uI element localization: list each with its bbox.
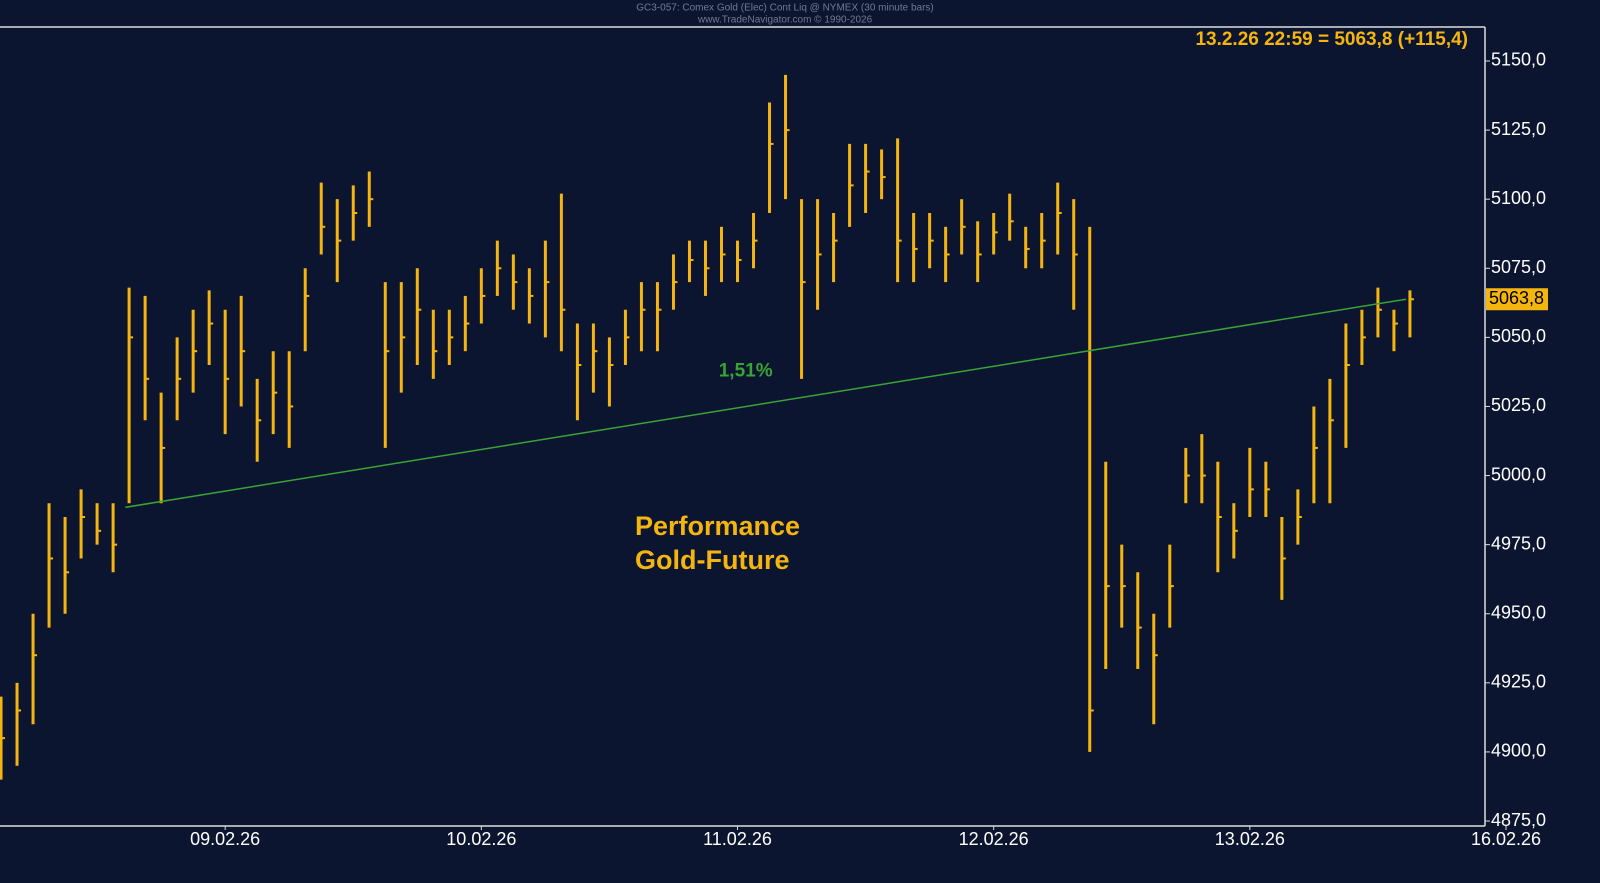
y-tick-label: 5150,0 [1491,50,1546,70]
chart-subtitle: www.TradeNavigator.com © 1990-2026 [697,15,873,26]
y-tick-label: 4950,0 [1491,602,1546,622]
x-tick-label: 16.02.26 [1471,829,1541,849]
y-tick-label: 5050,0 [1491,326,1546,346]
y-tick-label: 4975,0 [1491,533,1546,553]
y-tick-label: 5075,0 [1491,257,1546,277]
y-tick-label: 5000,0 [1491,464,1546,484]
x-tick-label: 10.02.26 [446,829,516,849]
y-tick-label: 4925,0 [1491,672,1546,692]
last-price-tag [1486,288,1548,311]
x-tick-label: 09.02.26 [190,829,260,849]
y-tick-label: 5100,0 [1491,188,1546,208]
annotation: Performance [635,511,800,541]
y-tick-label: 4875,0 [1491,810,1546,830]
trendline-label: 1,51% [719,360,773,381]
x-tick-label: 12.02.26 [959,829,1029,849]
y-tick-label: 4900,0 [1491,741,1546,761]
x-tick-label: 11.02.26 [703,829,772,849]
trendline [125,298,1407,509]
quote: 13.2.26 22:59 = 5063,8 (+115,4) [1195,29,1468,50]
annotation: Gold-Future [635,545,789,575]
y-tick-label: 5025,0 [1491,395,1546,415]
x-tick-label: 13.02.26 [1215,829,1285,849]
last-price-label: 5063,8 [1489,288,1544,308]
chart-title: GC3-057: Comex Gold (Elec) Cont Liq @ NY… [636,3,933,14]
y-tick-label: 5125,0 [1491,119,1546,139]
